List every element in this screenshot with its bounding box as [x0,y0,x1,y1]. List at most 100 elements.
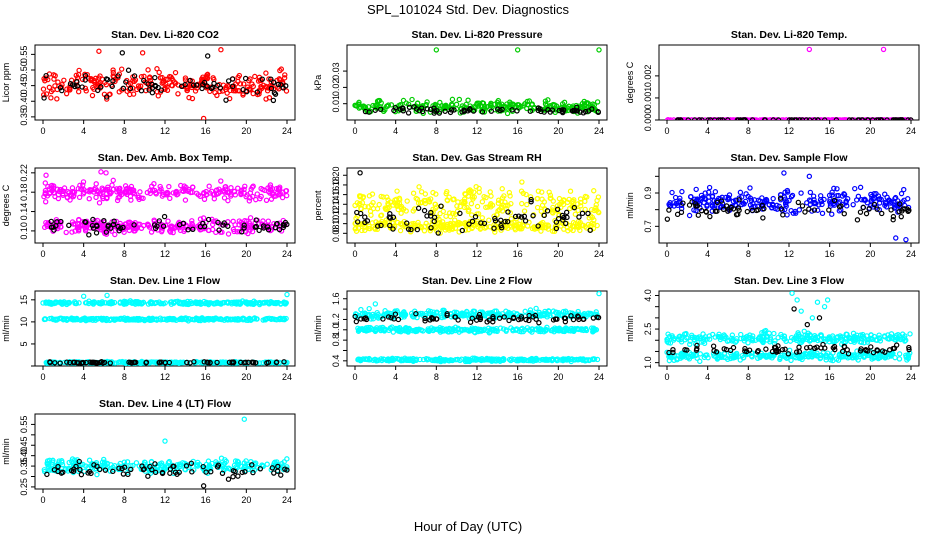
data-point [575,224,582,231]
data-point [122,183,129,189]
data-point [827,353,834,359]
data-point [362,227,368,234]
data-point [61,77,67,83]
data-point [481,220,488,227]
data-point [229,83,236,90]
data-point [158,87,165,93]
data-point [550,308,557,314]
data-point [486,217,492,223]
data-point [181,359,187,366]
data-point [849,355,856,361]
data-point [263,197,270,203]
x-tick-label: 8 [434,126,439,136]
data-point [159,189,165,195]
data-point [225,223,231,229]
data-point [738,331,744,338]
data-point [264,299,271,305]
y-axis-label: kPa [313,75,323,91]
data-point [154,66,160,72]
data-point [866,206,872,212]
data-point [240,86,246,93]
data-point [276,185,283,192]
data-point [95,87,101,94]
data-point [67,80,74,87]
data-point [107,360,113,366]
data-point [369,191,376,197]
data-point [63,90,70,97]
data-point [381,328,388,334]
data-point [850,335,856,342]
data-point [860,331,866,338]
data-point [833,117,840,120]
x-tick-label: 20 [553,249,563,259]
data-point [760,215,766,221]
data-point [819,201,825,208]
y-tick-label: 0.7 [643,220,653,233]
data-point [353,318,360,325]
data-point [156,69,162,76]
data-point [504,110,511,117]
data-point [193,316,200,322]
data-point [665,117,672,120]
data-point [596,291,602,297]
data-point [205,359,211,366]
data-point [411,220,417,227]
data-point [461,198,468,205]
data-point [137,221,143,228]
data-point [884,117,890,120]
data-point [405,110,412,116]
data-point [666,357,673,364]
data-point [567,222,574,229]
x-tick-label: 20 [865,372,875,382]
data-point [883,200,889,207]
data-point [548,195,554,201]
data-point [435,230,441,236]
data-point [835,357,842,363]
data-point [225,197,231,204]
x-tick-label: 24 [282,126,292,136]
data-point [139,316,145,323]
data-point [901,186,907,193]
data-point [242,75,249,82]
data-point [419,108,426,115]
data-point [541,109,547,115]
x-tick-label: 16 [201,249,211,259]
data-point [50,224,56,230]
data-point [897,201,903,207]
data-point [483,194,489,201]
data-point [538,108,544,115]
data-point [46,84,53,91]
data-point [496,102,503,108]
data-point [249,228,256,235]
data-point [495,197,502,203]
data-point [76,217,82,223]
data-point [788,193,795,200]
panel-title: Stan. Dev. Li-820 Temp. [731,29,847,41]
data-point [117,194,123,200]
data-point [235,316,241,322]
data-point [505,209,511,215]
data-point [50,183,57,189]
data-point [452,314,458,320]
data-point [102,226,108,233]
data-point [462,358,469,365]
data-point [183,188,189,194]
data-point [571,204,578,211]
data-point [587,227,593,233]
data-point [740,355,747,361]
x-tick-label: 16 [825,126,835,136]
data-point [678,336,684,343]
data-point [105,222,112,228]
data-point [694,355,700,361]
x-tick-label: 16 [513,126,523,136]
data-point [162,359,168,366]
data-point [156,299,162,305]
data-point [48,218,54,225]
data-point [161,213,168,220]
data-point [189,218,195,224]
data-point [725,117,731,120]
data-point [687,341,693,348]
data-point [225,231,232,237]
data-point [413,108,420,114]
data-point [111,218,117,224]
